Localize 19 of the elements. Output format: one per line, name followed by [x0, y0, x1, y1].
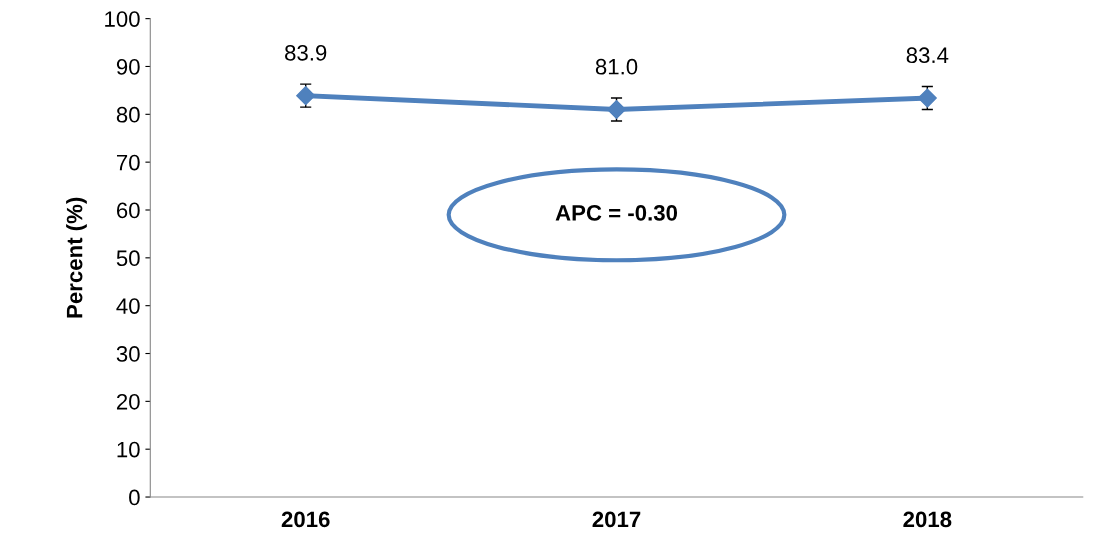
x-tick-label: 2018 — [903, 511, 952, 528]
y-axis-title: Percent (%) — [66, 197, 87, 318]
y-tick-label: 70 — [116, 154, 140, 171]
x-tick-label: 2017 — [592, 511, 641, 528]
y-tick-label: 40 — [116, 298, 140, 314]
y-tick-label: 90 — [116, 59, 140, 75]
y-tick-label: 60 — [116, 202, 140, 219]
y-tick-label: 20 — [116, 393, 140, 410]
y-tick-label: 0 — [129, 489, 140, 506]
data-label: 81.0 — [595, 58, 638, 75]
data-label: 83.4 — [906, 47, 949, 64]
y-tick-label: 10 — [117, 441, 140, 458]
y-tick-label: 100 — [105, 11, 140, 27]
x-tick-label: 2016 — [281, 511, 330, 528]
y-tick-label: 80 — [116, 106, 140, 123]
data-label: 83.9 — [285, 44, 327, 61]
y-tick-label: 50 — [116, 250, 140, 267]
annotation: APC = -0.30 — [555, 205, 678, 221]
y-tick-label: 30 — [116, 346, 140, 362]
